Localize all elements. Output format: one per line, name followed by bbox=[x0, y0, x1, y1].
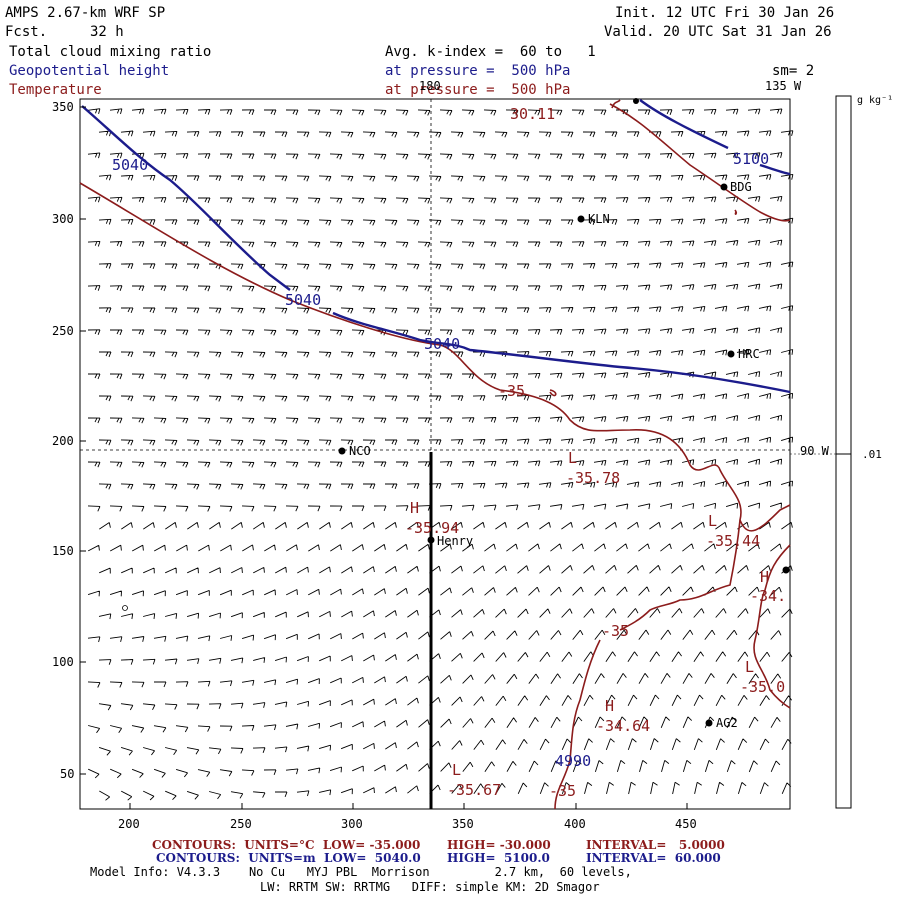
field-height-label: Geopotential height bbox=[9, 63, 170, 79]
station-label-hrc: HRC bbox=[738, 347, 760, 361]
low-marker-3-sym: L bbox=[745, 658, 755, 676]
x-tick-350: 350 bbox=[452, 817, 474, 831]
station-label-nco: NCO bbox=[349, 444, 371, 458]
x-tick-400: 400 bbox=[564, 817, 586, 831]
station-dot-bdg bbox=[720, 183, 728, 191]
lon-label-90w: 90 W bbox=[800, 444, 829, 458]
station-dot-henry bbox=[427, 536, 435, 544]
init-time: Init. 12 UTC Fri 30 Jan 26 bbox=[615, 5, 835, 21]
wind-barbs bbox=[87, 108, 794, 801]
temp-contour-info-b: HIGH= -30.000 bbox=[447, 838, 551, 852]
station-dot-hrc bbox=[727, 350, 735, 358]
model-info-line2: LW: RRTM SW: RRTMG DIFF: simple KM: 2D S… bbox=[260, 880, 600, 894]
colorbar-frame bbox=[835, 95, 852, 809]
model-info-line1: Model Info: V4.3.3 No Cu MYJ PBL Morriso… bbox=[90, 865, 632, 879]
high-marker-2-sym: H bbox=[760, 568, 770, 586]
station-dot-kln bbox=[577, 215, 585, 223]
avg-k-index: Avg. k-index = 60 to 1 bbox=[385, 44, 596, 60]
x-tick-450: 450 bbox=[675, 817, 697, 831]
height-contour-info-c: INTERVAL= 60.000 bbox=[586, 851, 721, 865]
station-label-bdg: BDG bbox=[730, 180, 752, 194]
colorbar-value: .01 bbox=[862, 448, 882, 461]
height-contour-label-3: 5040 bbox=[424, 335, 461, 353]
y-tick-300: 300 bbox=[52, 212, 74, 226]
temp-contour-label-right: -35 bbox=[602, 622, 630, 640]
pressure-height: at pressure = 500 hPa bbox=[385, 63, 571, 79]
low-marker-4-val: -35.67 bbox=[447, 781, 502, 799]
high-marker-3-sym: H bbox=[605, 697, 615, 715]
height-contour-label-2: 5040 bbox=[285, 291, 322, 309]
station-dot-edge bbox=[782, 566, 790, 574]
pressure-temp: at pressure = 500 hPa bbox=[385, 82, 571, 98]
station-dot-nco bbox=[338, 447, 346, 455]
height-contour-label-1: 5040 bbox=[112, 156, 149, 174]
height-contour-label-4: 5100 bbox=[733, 150, 770, 168]
height-contour-info-b: HIGH= 5100.0 bbox=[447, 851, 550, 865]
height-contour-info-a: CONTOURS: UNITS=m LOW= 5040.0 bbox=[156, 851, 421, 865]
x-tick-200: 200 bbox=[118, 817, 140, 831]
forecast-label: Fcst. bbox=[5, 24, 48, 40]
axis-ticks bbox=[80, 106, 688, 809]
height-contour-label-5: 4990 bbox=[555, 752, 592, 770]
field-temp-label: Temperature bbox=[9, 82, 102, 98]
high-marker-2-val: -34. bbox=[750, 587, 787, 605]
temp-contour-label-top: 30.11 bbox=[510, 105, 556, 123]
valid-time: Valid. 20 UTC Sat 31 Jan 26 bbox=[604, 24, 832, 40]
low-marker-2-val: -35.44 bbox=[706, 532, 761, 550]
high-marker-1-sym: H bbox=[410, 499, 420, 517]
y-tick-150: 150 bbox=[52, 544, 74, 558]
station-markers bbox=[338, 98, 790, 727]
temp-contour-label-bottom: -35 bbox=[549, 782, 577, 800]
station-dot-top bbox=[633, 98, 639, 104]
low-marker-1-sym: L bbox=[568, 449, 578, 467]
temp-contour-info-c: INTERVAL= 5.0000 bbox=[586, 838, 725, 852]
y-tick-250: 250 bbox=[52, 324, 74, 338]
calm-wind-marker bbox=[122, 605, 128, 611]
colorbar-unit: g kg⁻¹ bbox=[857, 95, 894, 106]
station-label-kln: KLN bbox=[588, 212, 610, 226]
low-marker-1-val: -35.78 bbox=[566, 469, 621, 487]
y-tick-350: 350 bbox=[52, 100, 74, 114]
model-title: AMPS 2.67-km WRF SP bbox=[5, 5, 166, 21]
temperature-contours bbox=[79, 99, 791, 810]
temp-contour-info-a: CONTOURS: UNITS=°C LOW= -35.000 bbox=[152, 838, 421, 852]
station-dot-ag2 bbox=[705, 719, 713, 727]
y-tick-50: 50 bbox=[60, 767, 75, 781]
field-cloud-label: Total cloud mixing ratio bbox=[9, 44, 212, 60]
station-label-ag2: AG2 bbox=[716, 716, 738, 730]
height-contours bbox=[81, 99, 791, 394]
high-marker-1-val: -35.94 bbox=[405, 519, 460, 537]
low-marker-3-val: -35.0 bbox=[740, 678, 786, 696]
lon-label-180: 180 bbox=[419, 79, 441, 93]
lon-label-135w: 135 W bbox=[765, 79, 802, 93]
y-tick-200: 200 bbox=[52, 434, 74, 448]
temp-contour-label-mid: -35 bbox=[498, 382, 526, 400]
y-tick-100: 100 bbox=[52, 655, 74, 669]
wind-barb-paths bbox=[87, 108, 794, 801]
x-tick-300: 300 bbox=[341, 817, 363, 831]
station-label-henry: Henry bbox=[437, 534, 474, 548]
forecast-hours: 32 h bbox=[90, 24, 124, 40]
high-marker-3-val: -34.64 bbox=[596, 717, 651, 735]
low-marker-2-sym: L bbox=[708, 512, 718, 530]
low-marker-4-sym: L bbox=[452, 761, 462, 779]
smoothing: sm= 2 bbox=[772, 63, 815, 79]
x-tick-250: 250 bbox=[230, 817, 252, 831]
